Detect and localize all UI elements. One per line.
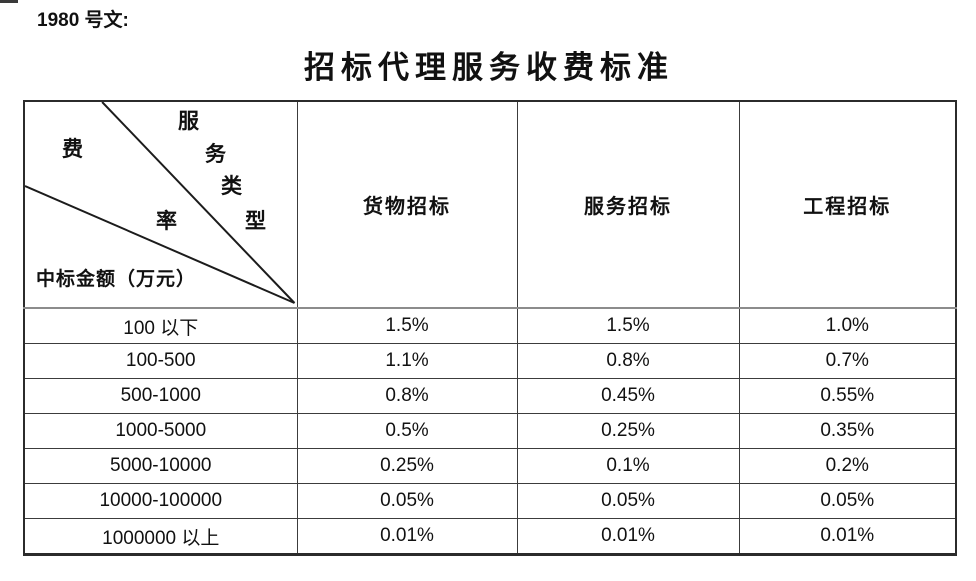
rate-cell: 0.01%	[738, 518, 957, 555]
table-row: 10000-100000 0.05% 0.05% 0.05%	[23, 483, 957, 519]
rate-cell: 1.1%	[296, 343, 518, 379]
table-header-row: 服 务 类 型 费 率 中标金额（万元） 货物招标 服务招标 工程招标	[23, 100, 957, 309]
rate-cell: 1.5%	[296, 307, 518, 344]
rate-cell: 0.25%	[516, 413, 740, 449]
table-row: 100 以下 1.5% 1.5% 1.0%	[23, 307, 957, 344]
fee-standard-table: 服 务 类 型 费 率 中标金额（万元） 货物招标 服务招标 工程招标 100 …	[23, 100, 957, 556]
column-header-engineering: 工程招标	[738, 100, 957, 309]
rate-cell: 0.05%	[296, 483, 518, 519]
table-row: 500-1000 0.8% 0.45% 0.55%	[23, 378, 957, 414]
rate-cell: 1.0%	[738, 307, 957, 344]
corner-label-amount: 中标金额（万元）	[36, 268, 197, 290]
rate-cell: 0.05%	[516, 483, 740, 519]
amount-range-cell: 10000-100000	[23, 483, 298, 519]
corner-label-rate-2: 率	[156, 208, 177, 233]
page-title: 招标代理服务收费标准	[304, 50, 674, 86]
rate-cell: 0.8%	[296, 378, 518, 414]
table-row: 100-500 1.1% 0.8% 0.7%	[23, 343, 957, 379]
amount-range-cell: 1000-5000	[23, 413, 298, 449]
column-header-service: 服务招标	[516, 100, 740, 309]
corner-label-service-2: 务	[205, 141, 226, 166]
page-edge-artifact	[0, 0, 18, 3]
rate-cell: 1.5%	[516, 307, 740, 344]
column-header-goods: 货物招标	[296, 100, 518, 309]
rate-cell: 0.45%	[516, 378, 740, 414]
amount-range-cell: 5000-10000	[23, 448, 298, 484]
rate-cell: 0.8%	[516, 343, 740, 379]
doc-number-label: 1980 号文:	[37, 10, 129, 31]
rate-cell: 0.01%	[516, 518, 740, 555]
corner-label-service-4: 型	[245, 208, 266, 233]
rate-cell: 0.01%	[296, 518, 518, 555]
rate-cell: 0.2%	[738, 448, 957, 484]
amount-range-cell: 100 以下	[23, 307, 298, 344]
amount-range-cell: 500-1000	[23, 378, 298, 414]
corner-label-service-1: 服	[178, 108, 199, 133]
amount-range-cell: 1000000 以上	[23, 518, 298, 555]
rate-cell: 0.5%	[296, 413, 518, 449]
diagonal-divider-lines	[25, 102, 296, 304]
table-row: 1000000 以上 0.01% 0.01% 0.01%	[23, 518, 957, 555]
amount-range-cell: 100-500	[23, 343, 298, 379]
corner-label-service-3: 类	[221, 173, 242, 198]
corner-label-rate-1: 费	[62, 136, 83, 161]
diagonal-corner-cell: 服 务 类 型 费 率 中标金额（万元）	[23, 100, 298, 309]
rate-cell: 0.1%	[516, 448, 740, 484]
rate-cell: 0.7%	[738, 343, 957, 379]
table-row: 5000-10000 0.25% 0.1% 0.2%	[23, 448, 957, 484]
rate-cell: 0.05%	[738, 483, 957, 519]
rate-cell: 0.25%	[296, 448, 518, 484]
rate-cell: 0.55%	[738, 378, 957, 414]
rate-cell: 0.35%	[738, 413, 957, 449]
table-row: 1000-5000 0.5% 0.25% 0.35%	[23, 413, 957, 449]
